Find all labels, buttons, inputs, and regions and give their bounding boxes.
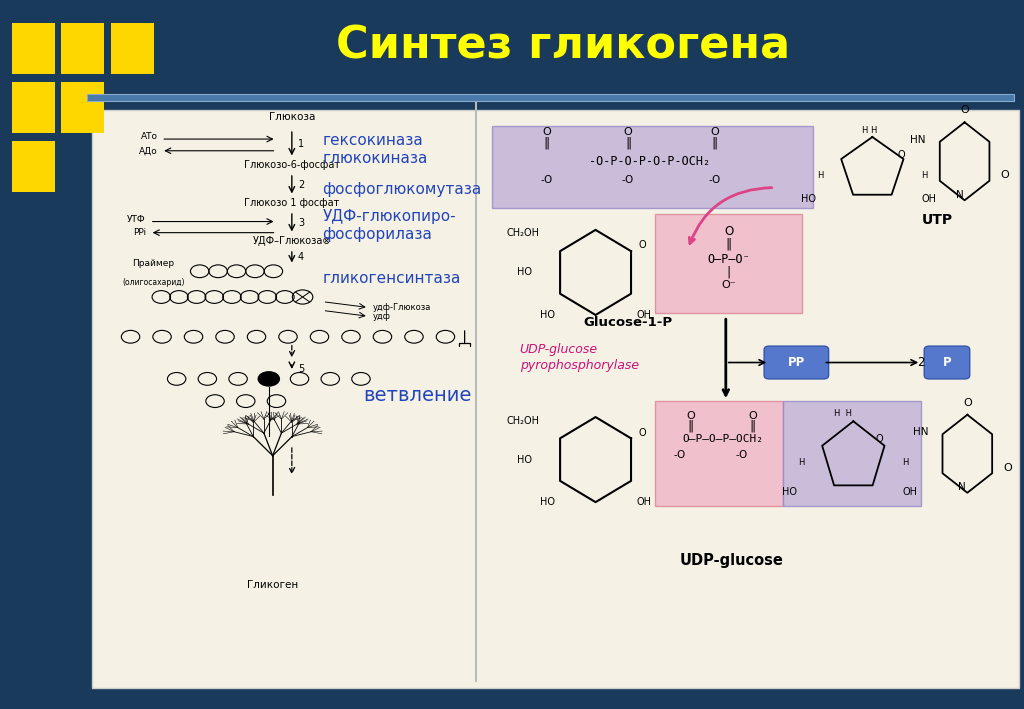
Text: гликогенсинтаза: гликогенсинтаза [323, 271, 461, 286]
Text: HO: HO [517, 267, 532, 277]
Text: H: H [922, 172, 928, 181]
Text: ‖: ‖ [687, 420, 693, 432]
Text: Глюкозо-6-фосфат: Глюкозо-6-фосфат [244, 160, 340, 170]
Text: O: O [686, 411, 695, 420]
Text: O: O [898, 150, 905, 160]
Text: УДФ-глюкопиро-
фосфорилаза: УДФ-глюкопиро- фосфорилаза [323, 209, 456, 242]
Text: O: O [963, 398, 972, 408]
Text: гексокиназа
глюкокиназа: гексокиназа глюкокиназа [323, 133, 428, 167]
Text: Гликоген: Гликоген [247, 581, 298, 591]
Text: UDP-glucose: UDP-glucose [679, 553, 783, 568]
Text: H H: H H [861, 126, 877, 135]
Text: O: O [961, 105, 969, 116]
Text: ветвление: ветвление [364, 386, 472, 405]
Bar [655, 401, 782, 506]
Bar [12, 23, 55, 74]
Text: OH: OH [902, 487, 918, 497]
Text: O: O [1000, 170, 1010, 181]
Text: CH₂OH: CH₂OH [506, 415, 540, 425]
Text: PP: PP [787, 356, 805, 369]
Text: АДо: АДо [138, 146, 158, 155]
Text: АТо: АТо [140, 133, 158, 141]
Bar [655, 214, 802, 313]
Text: 2: 2 [298, 179, 304, 190]
Text: Глюкозо 1 фосфат: Глюкозо 1 фосфат [244, 199, 340, 208]
Text: O: O [639, 240, 646, 250]
Text: O: O [876, 434, 884, 444]
Text: O: O [1004, 463, 1012, 473]
Text: HO: HO [782, 487, 797, 497]
Text: Праймер: Праймер [132, 259, 175, 268]
Text: |: | [726, 266, 731, 279]
Text: O–P–O–P–OCH₂: O–P–O–P–OCH₂ [683, 434, 764, 444]
Text: HO: HO [801, 194, 816, 203]
FancyBboxPatch shape [764, 346, 828, 379]
Bar [12, 141, 55, 192]
Text: УДФ–Глюкоза⊗: УДФ–Глюкоза⊗ [253, 236, 331, 247]
Text: O: O [543, 127, 551, 137]
Text: ‖: ‖ [544, 136, 550, 149]
Text: H: H [798, 458, 804, 467]
Text: N: N [958, 482, 966, 492]
Text: -O: -O [622, 175, 634, 185]
Text: Глюкоза: Глюкоза [268, 113, 315, 123]
Text: H: H [817, 172, 823, 181]
Bar [61, 82, 104, 133]
Text: (олигосахарид): (олигосахарид) [122, 279, 185, 287]
Circle shape [258, 371, 281, 386]
Text: ‖: ‖ [750, 420, 756, 432]
Text: -O: -O [709, 175, 721, 185]
Bar [12, 82, 55, 133]
Text: H  H: H H [835, 408, 852, 418]
Text: O: O [749, 411, 758, 420]
Text: -O: -O [541, 175, 553, 185]
Text: удф: удф [373, 312, 390, 320]
Text: OH: OH [637, 497, 651, 507]
Bar [92, 110, 1019, 688]
Text: -O: -O [674, 450, 686, 460]
Text: 5: 5 [298, 364, 304, 374]
FancyBboxPatch shape [925, 346, 970, 379]
Text: O: O [624, 127, 633, 137]
Text: O: O [639, 428, 646, 437]
Text: фосфоглюкомутаза: фосфоглюкомутаза [323, 182, 482, 197]
Text: UTP: UTP [922, 213, 953, 227]
Text: UDP-glucose
pyrophosphorylase: UDP-glucose pyrophosphorylase [519, 342, 639, 372]
Text: 2: 2 [916, 356, 925, 369]
Text: H: H [902, 458, 909, 467]
Text: HO: HO [540, 310, 555, 320]
Text: 1: 1 [298, 139, 304, 149]
Text: O: O [711, 127, 719, 137]
Text: OH: OH [637, 310, 651, 320]
Bar [493, 126, 813, 208]
Text: ‖: ‖ [625, 136, 631, 149]
Text: УТФ: УТФ [127, 216, 146, 224]
Text: HO: HO [517, 454, 532, 464]
Text: HN: HN [913, 428, 929, 437]
Bar [87, 94, 1014, 101]
Text: удф-Глюкоза: удф-Глюкоза [373, 303, 431, 312]
Text: CH₂OH: CH₂OH [506, 228, 540, 238]
Text: O⁻: O⁻ [721, 280, 736, 290]
Text: -O-P-O-P-O-P-OCH₂: -O-P-O-P-O-P-OCH₂ [589, 155, 711, 168]
Text: O: O [724, 225, 733, 238]
Text: ‖: ‖ [725, 238, 732, 251]
Text: 4: 4 [298, 252, 304, 262]
Bar [61, 23, 104, 74]
Text: OH: OH [922, 194, 937, 203]
Text: 3: 3 [298, 218, 304, 228]
Bar [111, 23, 154, 74]
Text: P: P [942, 356, 951, 369]
Text: O–P–O⁻: O–P–O⁻ [708, 253, 750, 266]
Text: Синтез гликогена: Синтез гликогена [336, 25, 791, 67]
Bar [782, 401, 922, 506]
Text: ‖: ‖ [712, 136, 718, 149]
Text: -O: -O [736, 450, 749, 460]
Text: PPi: PPi [133, 228, 146, 237]
Text: N: N [955, 190, 964, 200]
Text: HO: HO [540, 497, 555, 507]
Text: HN: HN [910, 135, 926, 145]
Text: Glucose-1-P: Glucose-1-P [584, 316, 673, 329]
